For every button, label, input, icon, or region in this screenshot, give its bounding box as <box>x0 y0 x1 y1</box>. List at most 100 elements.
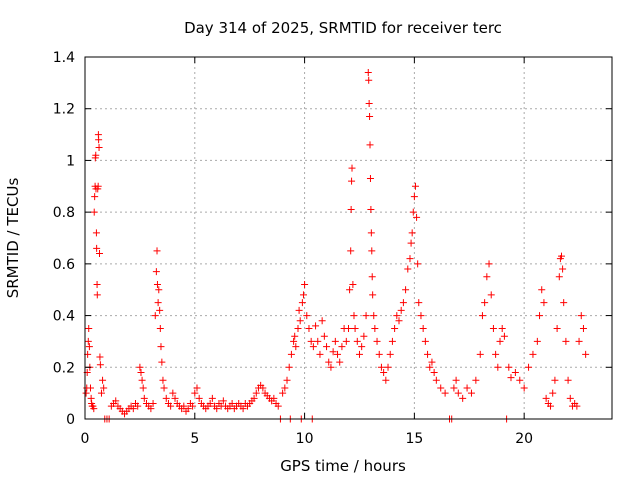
data-point <box>250 394 258 402</box>
data-point <box>270 394 278 402</box>
data-point <box>96 361 104 369</box>
data-point <box>377 363 385 371</box>
data-point <box>366 141 374 149</box>
data-point <box>355 350 363 358</box>
data-point <box>384 363 392 371</box>
data-point <box>476 350 484 358</box>
data-point <box>362 312 370 320</box>
data-point <box>147 405 155 413</box>
data-point <box>529 350 537 358</box>
x-tick-label: 5 <box>190 431 199 447</box>
data-point <box>279 389 287 397</box>
data-point <box>415 299 423 307</box>
data-point <box>459 394 467 402</box>
data-point <box>399 299 407 307</box>
data-point <box>316 350 324 358</box>
data-point <box>137 368 145 376</box>
y-tick-label: 0.6 <box>53 257 75 273</box>
data-point <box>367 206 375 214</box>
data-point <box>259 384 267 392</box>
data-point <box>180 402 188 410</box>
data-point <box>283 376 291 384</box>
data-point <box>494 363 502 371</box>
data-point <box>309 343 317 351</box>
data-point <box>487 291 495 299</box>
y-tick-label: 1.2 <box>53 102 75 118</box>
data-point <box>428 358 436 366</box>
data-point <box>370 312 378 320</box>
data-point <box>86 384 94 392</box>
x-tick-label: 0 <box>81 431 90 447</box>
data-points <box>82 69 590 423</box>
data-point <box>533 337 541 345</box>
data-point <box>329 348 337 356</box>
data-point <box>365 76 373 84</box>
data-point <box>369 291 377 299</box>
data-point <box>295 306 303 314</box>
data-point <box>365 100 373 108</box>
data-point <box>305 325 313 332</box>
data-point <box>419 325 427 332</box>
data-point <box>95 250 103 258</box>
data-point <box>409 208 417 216</box>
data-point <box>208 394 216 402</box>
data-point <box>441 389 449 397</box>
data-point <box>336 358 344 366</box>
data-point <box>463 384 471 392</box>
data-point <box>157 343 165 351</box>
data-point <box>348 164 356 172</box>
data-point <box>320 332 328 340</box>
data-point <box>386 350 394 358</box>
data-point <box>408 229 416 237</box>
data-point <box>375 350 383 358</box>
chart-title: Day 314 of 2025, SRMTID for receiver ter… <box>184 19 502 37</box>
data-point <box>195 394 203 402</box>
data-point <box>516 376 524 384</box>
data-point <box>505 363 513 371</box>
data-point <box>404 265 412 273</box>
data-point <box>154 299 162 307</box>
data-point <box>281 384 289 392</box>
data-point <box>397 306 405 314</box>
data-point <box>540 299 548 307</box>
data-point <box>92 151 100 159</box>
data-point <box>191 389 199 397</box>
data-point <box>555 273 563 281</box>
data-point <box>167 402 175 410</box>
data-point <box>84 337 92 345</box>
data-point <box>303 312 311 320</box>
data-point <box>85 343 93 351</box>
data-point <box>424 350 432 358</box>
data-point <box>366 112 374 120</box>
data-point <box>134 402 142 410</box>
y-tick-label: 1.4 <box>53 50 75 66</box>
data-point <box>97 389 105 397</box>
data-point <box>551 376 559 384</box>
data-point <box>94 182 102 190</box>
data-point <box>575 337 583 345</box>
data-point <box>454 389 462 397</box>
data-point <box>557 252 565 260</box>
data-point <box>500 332 508 340</box>
data-point <box>351 325 359 332</box>
data-point <box>140 394 148 402</box>
data-point <box>331 337 339 345</box>
data-point <box>296 317 304 325</box>
y-tick-label: 1 <box>66 153 75 169</box>
data-point <box>411 182 419 190</box>
data-point <box>382 376 390 384</box>
data-point <box>472 376 480 384</box>
data-point <box>90 405 98 413</box>
data-point <box>520 384 528 392</box>
data-point <box>189 402 197 410</box>
data-point <box>299 291 307 299</box>
data-point <box>156 325 164 332</box>
data-point <box>158 358 166 366</box>
data-point <box>93 281 101 289</box>
data-point <box>228 399 236 407</box>
data-point <box>380 368 388 376</box>
data-point <box>360 332 368 340</box>
data-point <box>184 405 192 413</box>
data-point <box>312 322 320 330</box>
